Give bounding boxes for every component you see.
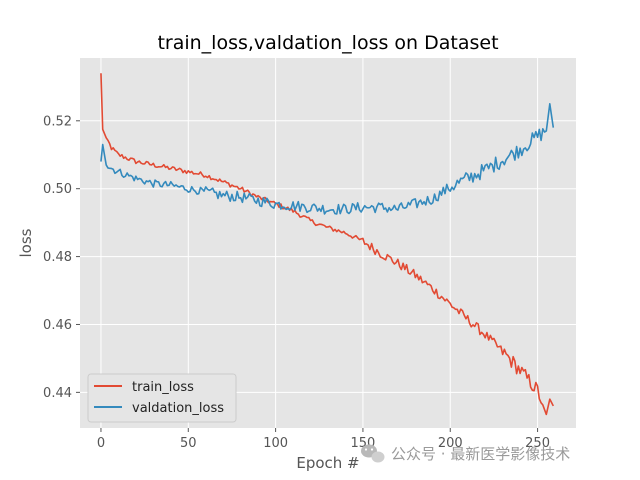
y-tick-label: 0.44 [43,386,72,401]
watermark-text: 公众号 · 最新医学影像技术 [391,445,570,463]
series-layer [100,73,555,416]
legend: train_loss valdation_loss [87,373,237,423]
y-tick-label: 0.50 [43,182,72,197]
series-line-train-loss [100,73,555,416]
x-tick-label: 100 [263,436,288,451]
x-axis-label: Epoch # [296,454,359,472]
series-line-valdation-loss [100,103,555,215]
x-tick-label: 50 [180,436,197,451]
plot-area [80,58,576,428]
legend-label-valdation-loss: valdation_loss [132,401,224,416]
y-tick-label: 0.46 [43,318,72,333]
legend-label-train-loss: train_loss [132,380,194,395]
x-tick-label: 0 [97,436,105,451]
chart-title: train_loss,valdation_loss on Dataset [157,32,498,54]
legend-box [87,373,237,423]
x-tick-label: 200 [438,436,463,451]
y-axis-label: loss [17,228,35,257]
y-axis-ticks: 0.44 0.46 0.48 0.50 0.52 [43,114,80,401]
x-tick-label: 250 [525,436,550,451]
y-tick-label: 0.52 [43,114,72,129]
watermark: 公众号 · 最新医学影像技术 [361,444,570,463]
wechat-icon [361,444,385,463]
x-axis-ticks: 0 50 100 150 200 250 [97,428,550,451]
y-tick-label: 0.48 [43,250,72,265]
